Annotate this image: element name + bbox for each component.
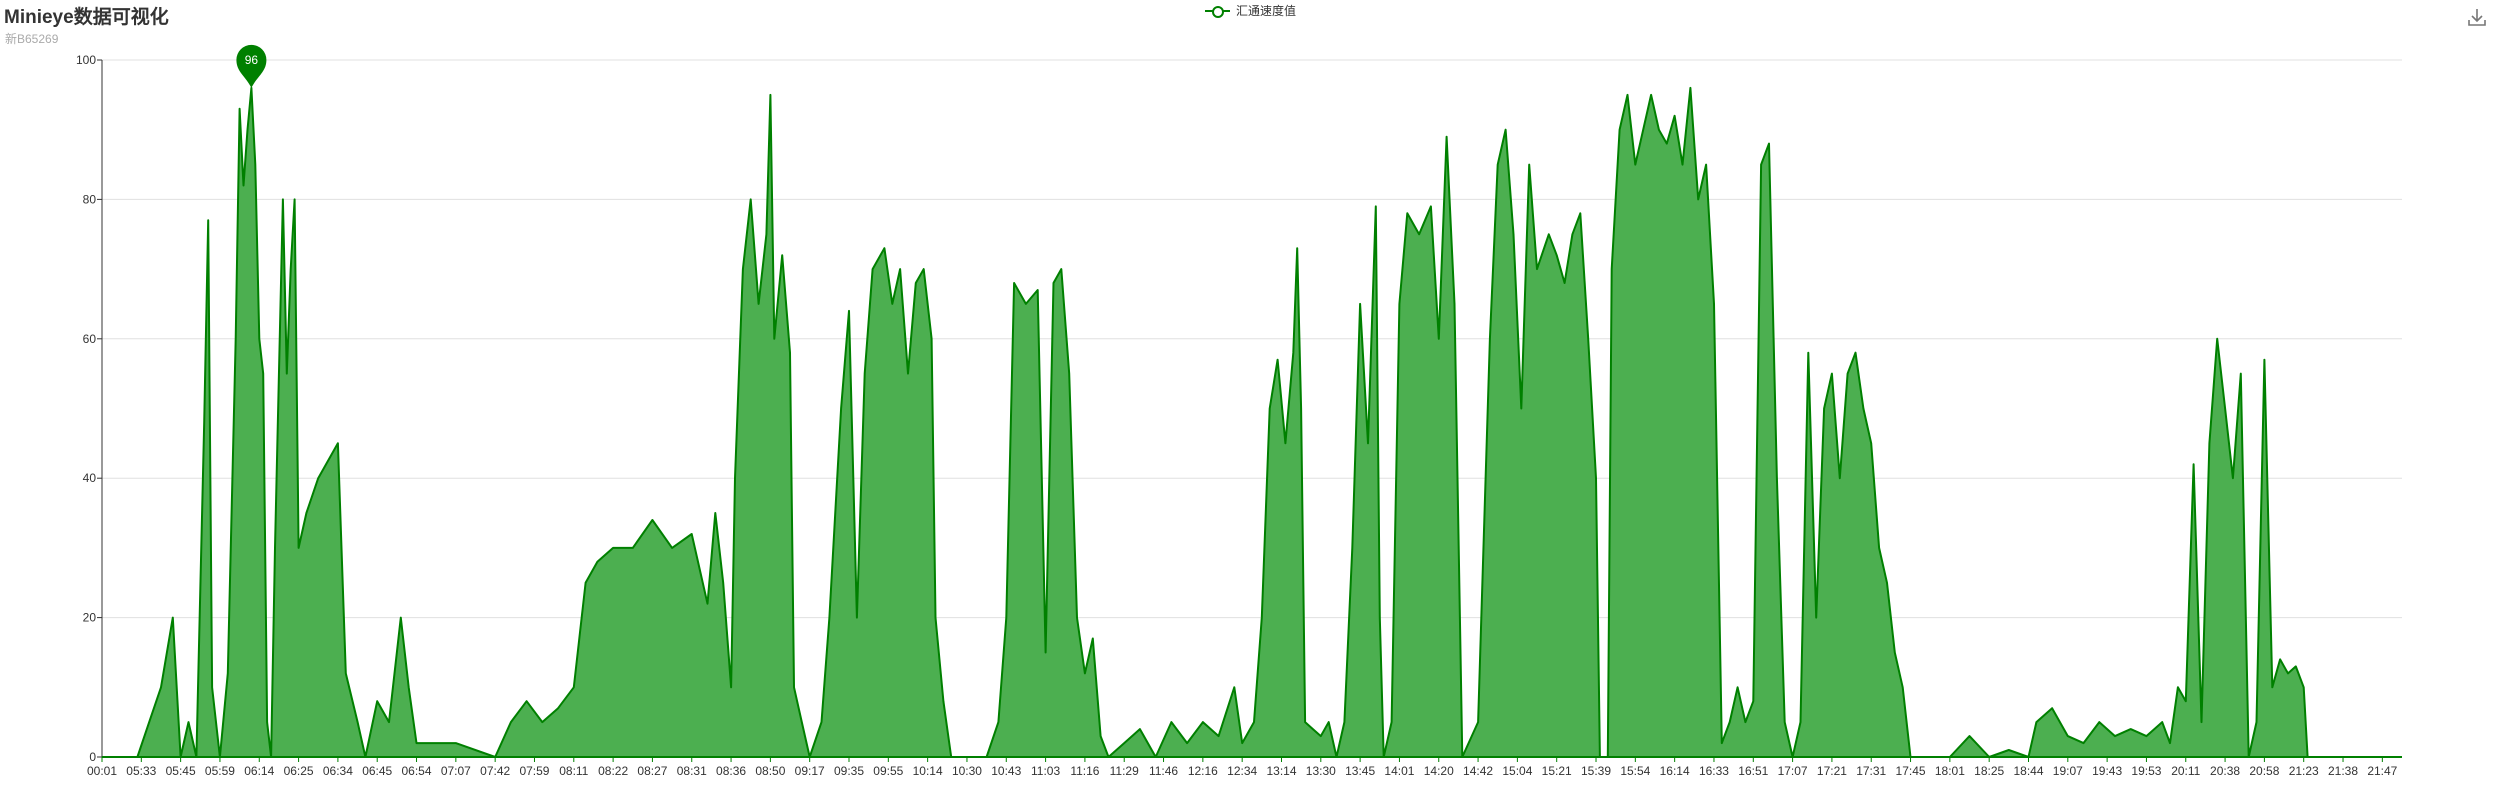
x-tick-label: 08:22 xyxy=(598,764,628,778)
x-tick-label: 11:03 xyxy=(1031,764,1060,778)
x-tick-label: 08:50 xyxy=(755,764,785,778)
series-area xyxy=(102,87,2402,757)
x-tick-label: 15:39 xyxy=(1581,764,1611,778)
x-tick-label: 13:30 xyxy=(1306,764,1336,778)
legend-line-circle-icon xyxy=(1205,4,1230,18)
x-tick-label: 16:33 xyxy=(1699,764,1729,778)
x-tick-label: 15:21 xyxy=(1542,764,1572,778)
x-tick-label: 08:36 xyxy=(716,764,746,778)
x-tick-label: 05:33 xyxy=(126,764,156,778)
series-line xyxy=(102,86,2402,758)
x-tick-label: 00:01 xyxy=(87,764,117,778)
x-tick-label: 14:20 xyxy=(1424,764,1454,778)
x-tick-label: 09:55 xyxy=(873,764,903,778)
x-tick-label: 05:59 xyxy=(205,764,235,778)
x-tick-label: 20:38 xyxy=(2210,764,2240,778)
x-tick-label: 10:14 xyxy=(913,764,943,778)
max-marker-pin xyxy=(236,44,267,88)
x-tick-label: 18:25 xyxy=(1974,764,2004,778)
x-tick-label: 11:46 xyxy=(1149,764,1178,778)
x-tick-label: 15:54 xyxy=(1620,764,1650,778)
x-tick-label: 08:27 xyxy=(637,764,667,778)
x-tick-label: 09:17 xyxy=(795,764,825,778)
x-tick-label: 17:21 xyxy=(1817,764,1847,778)
download-icon[interactable] xyxy=(2466,6,2488,28)
x-tick-label: 11:29 xyxy=(1110,764,1139,778)
x-tick-label: 14:42 xyxy=(1463,764,1493,778)
x-tick-label: 19:07 xyxy=(2053,764,2083,778)
x-tick-label: 06:14 xyxy=(244,764,274,778)
legend-label: 汇通速度值 xyxy=(1236,4,1297,18)
max-marker-label: 96 xyxy=(245,53,259,67)
x-tick-label: 10:43 xyxy=(991,764,1021,778)
x-tick-label: 09:35 xyxy=(834,764,864,778)
x-tick-label: 21:38 xyxy=(2328,764,2358,778)
x-tick-label: 05:45 xyxy=(166,764,196,778)
x-tick-label: 07:07 xyxy=(441,764,471,778)
legend-item-speed[interactable]: 汇通速度值 xyxy=(1205,2,1296,19)
x-tick-label: 06:54 xyxy=(402,764,432,778)
y-tick-label: 80 xyxy=(83,192,97,206)
x-tick-label: 13:14 xyxy=(1266,764,1296,778)
x-tick-label: 19:53 xyxy=(2131,764,2161,778)
x-tick-label: 17:45 xyxy=(1896,764,1926,778)
x-tick-label: 06:34 xyxy=(323,764,353,778)
x-tick-label: 06:25 xyxy=(284,764,314,778)
x-tick-label: 12:16 xyxy=(1188,764,1218,778)
x-tick-label: 17:07 xyxy=(1778,764,1808,778)
y-tick-label: 100 xyxy=(76,53,96,67)
chart-subtitle: 新B65269 xyxy=(5,32,59,46)
x-tick-label: 20:58 xyxy=(2249,764,2279,778)
x-tick-label: 21:23 xyxy=(2289,764,2319,778)
chart-title: Minieye数据可视化 xyxy=(4,7,169,28)
x-tick-label: 17:31 xyxy=(1856,764,1886,778)
x-tick-label: 06:45 xyxy=(362,764,392,778)
x-tick-label: 18:01 xyxy=(1935,764,1965,778)
x-tick-label: 12:34 xyxy=(1227,764,1257,778)
x-tick-label: 14:01 xyxy=(1384,764,1414,778)
y-tick-label: 60 xyxy=(83,332,97,346)
x-tick-label: 07:42 xyxy=(480,764,510,778)
y-tick-label: 40 xyxy=(83,471,97,485)
x-tick-label: 15:04 xyxy=(1502,764,1532,778)
x-tick-label: 18:44 xyxy=(2013,764,2043,778)
x-tick-label: 19:43 xyxy=(2092,764,2122,778)
x-tick-label: 16:51 xyxy=(1738,764,1768,778)
x-tick-label: 20:11 xyxy=(2171,764,2200,778)
x-tick-label: 16:14 xyxy=(1660,764,1690,778)
x-tick-label: 11:16 xyxy=(1070,764,1099,778)
y-tick-label: 0 xyxy=(89,750,96,764)
x-tick-label: 13:45 xyxy=(1345,764,1375,778)
x-tick-label: 08:11 xyxy=(559,764,588,778)
x-tick-label: 10:30 xyxy=(952,764,982,778)
x-tick-label: 21:47 xyxy=(2367,764,2397,778)
y-tick-label: 20 xyxy=(83,611,97,625)
x-tick-label: 08:31 xyxy=(677,764,707,778)
x-tick-label: 07:59 xyxy=(519,764,549,778)
